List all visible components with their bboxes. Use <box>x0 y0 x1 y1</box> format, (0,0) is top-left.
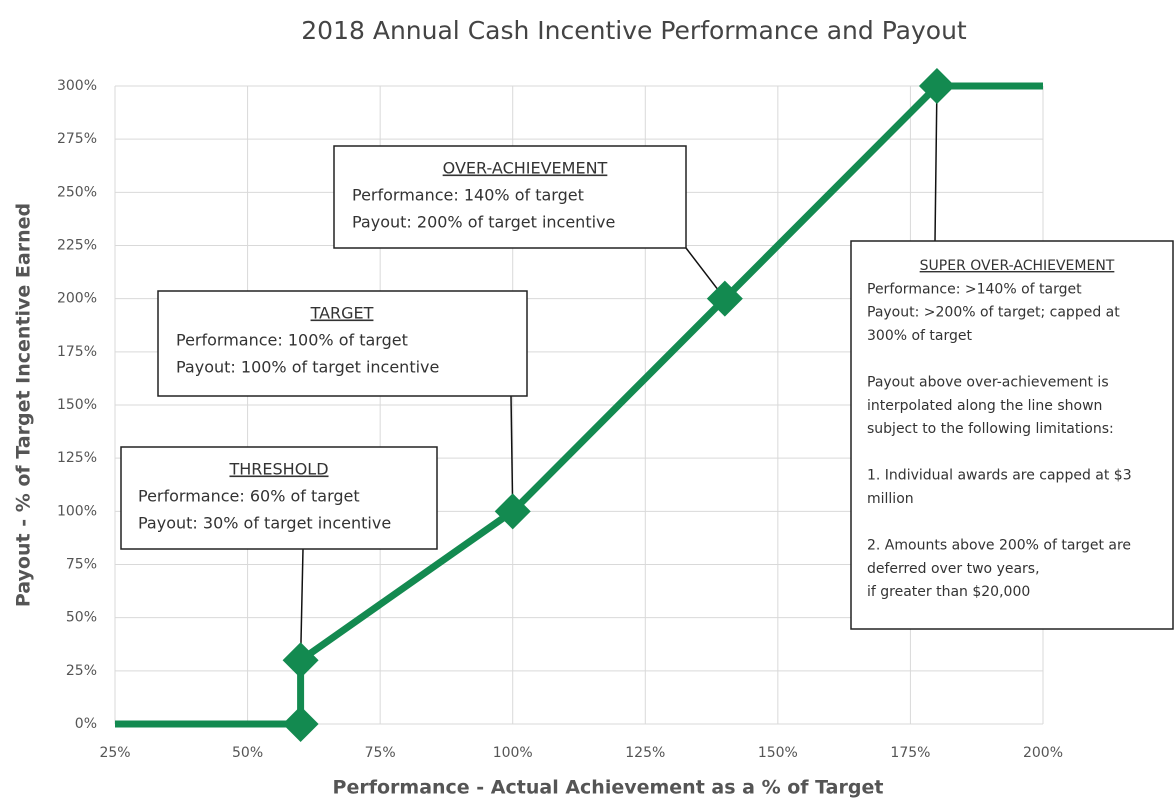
annotation-text: Payout: 200% of target incentive <box>352 213 615 232</box>
annotation-text: 1. Individual awards are capped at $3 <box>867 468 1132 484</box>
y-tick-label: 200% <box>57 291 97 307</box>
annotation-title: SUPER OVER-ACHIEVEMENT <box>920 258 1115 274</box>
annotation-text: Payout: 30% of target incentive <box>138 514 391 533</box>
annotation-box <box>120 446 438 550</box>
annotation-text: Performance: 140% of target <box>352 186 584 205</box>
x-tick-label: 150% <box>758 745 798 761</box>
y-tick-label: 125% <box>57 450 97 466</box>
connector <box>510 395 514 512</box>
y-tick-label: 100% <box>57 503 97 519</box>
annotation-text: Payout above over-achievement is <box>867 375 1109 391</box>
annotation-text: 2. Amounts above 200% of target are <box>867 538 1131 554</box>
x-tick-label: 50% <box>232 745 263 761</box>
y-tick-label: 150% <box>57 397 97 413</box>
annotation-title: TARGET <box>310 304 374 323</box>
y-tick-label: 300% <box>57 78 97 94</box>
y-axis-label: Payout - % of Target Incentive Earned <box>13 203 35 607</box>
annotation-text: 300% of target <box>867 328 972 344</box>
y-tick-label: 0% <box>75 716 97 732</box>
point-marker <box>494 493 531 530</box>
annotation-text: million <box>867 491 914 507</box>
y-tick-label: 275% <box>57 131 97 147</box>
annotation-text: Performance: 100% of target <box>176 331 408 350</box>
y-tick-label: 175% <box>57 344 97 360</box>
annotation-text: interpolated along the line shown <box>867 398 1102 414</box>
annotation-title: THRESHOLD <box>228 460 328 479</box>
x-tick-label: 125% <box>625 745 665 761</box>
connector <box>934 85 938 242</box>
y-tick-label: 25% <box>66 663 97 679</box>
chart-title: 2018 Annual Cash Incentive Performance a… <box>301 16 967 45</box>
x-tick-label: 25% <box>99 745 130 761</box>
annotation-text: Performance: >140% of target <box>867 281 1082 297</box>
annotation-title: OVER-ACHIEVEMENT <box>443 159 608 178</box>
annotation-text: if greater than $20,000 <box>867 584 1030 600</box>
annotation-box <box>333 145 687 249</box>
annotation-text: subject to the following limitations: <box>867 421 1114 437</box>
annotation-text: Performance: 60% of target <box>138 487 360 506</box>
x-tick-label: 100% <box>493 745 533 761</box>
point-marker <box>918 68 955 104</box>
x-axis-label: Performance - Actual Achievement as a % … <box>333 777 884 799</box>
annotation-text: deferred over two years, <box>867 561 1040 577</box>
x-tick-label: 200% <box>1023 745 1063 761</box>
y-tick-label: 75% <box>66 557 97 573</box>
x-tick-label: 175% <box>890 745 930 761</box>
annotation-box <box>157 290 528 397</box>
annotation-text: Payout: >200% of target; capped at <box>867 305 1120 321</box>
y-tick-label: 250% <box>57 184 97 200</box>
connector <box>299 548 304 661</box>
point-marker <box>706 280 743 317</box>
annotation-text: Payout: 100% of target incentive <box>176 358 439 377</box>
point-marker <box>282 706 319 742</box>
x-tick-label: 75% <box>365 745 396 761</box>
y-tick-label: 50% <box>66 610 97 626</box>
annotation-box <box>850 240 1174 630</box>
point-marker <box>282 642 319 679</box>
y-tick-label: 225% <box>57 238 97 254</box>
